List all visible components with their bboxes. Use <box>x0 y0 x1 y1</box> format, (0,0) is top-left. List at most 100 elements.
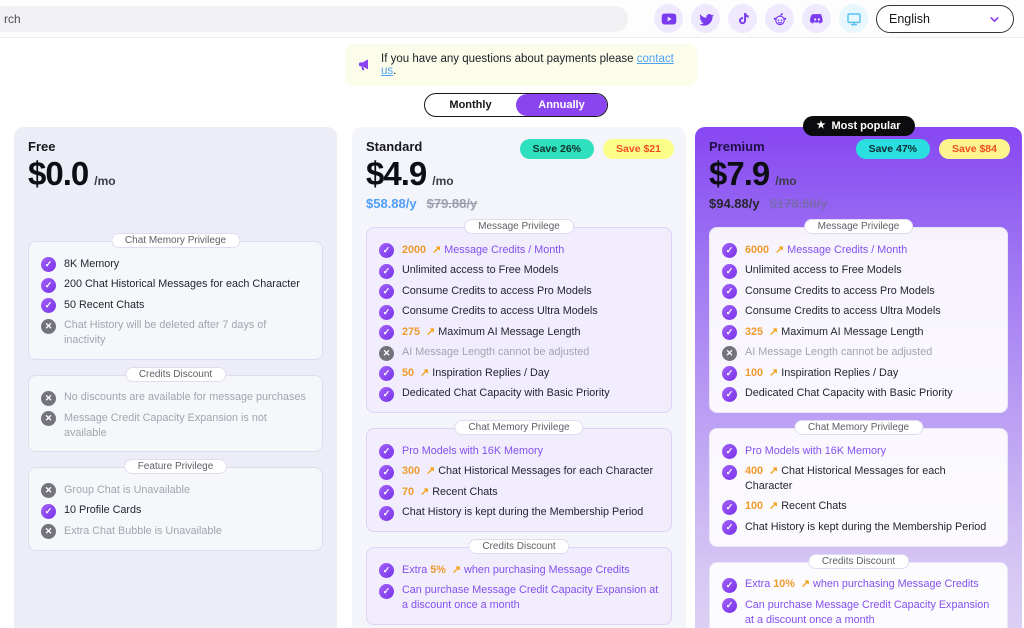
check-icon: ✓ <box>379 464 394 480</box>
contact-us-link[interactable]: contact us <box>381 53 674 77</box>
feature-item: ✓ Unlimited access to Free Models <box>722 261 995 282</box>
feature-text: Chat History will be deleted after 7 day… <box>64 318 310 348</box>
savings-badges: Save 47% Save $84 <box>855 139 1010 159</box>
feature-text: AI Message Length cannot be adjusted <box>402 345 659 360</box>
feature-text: 100 ↗ Inspiration Replies / Day <box>745 366 995 381</box>
feature-item: ✕ AI Message Length cannot be adjusted <box>722 343 995 364</box>
plan-card-standard[interactable]: Save 26% Save $21 Standard $4.9/mo $58.88/y $… <box>352 127 686 628</box>
arrow-up-right-icon: ↗ <box>769 325 779 338</box>
feature-text: 8K Memory <box>64 257 310 272</box>
feature-text: Extra Chat Bubble is Unavailable <box>64 524 310 539</box>
feature-text-segment: 5% <box>430 563 449 576</box>
check-icon: ✓ <box>722 386 737 402</box>
feature-item: ✓ 275 ↗ Maximum AI Message Length <box>379 322 659 343</box>
plan-name: Free <box>28 139 56 154</box>
feature-item: ✓ Extra 10% ↗ when purchasing Message Cred… <box>722 575 995 596</box>
feature-text-segment: Unlimited access to Free Models <box>745 264 902 276</box>
feature-text-segment: Group Chat is Unavailable <box>64 483 191 496</box>
toggle-monthly[interactable]: Monthly <box>449 99 492 111</box>
feature-text: Chat History is kept during the Membersh… <box>402 505 659 520</box>
price-period: /mo <box>775 174 797 188</box>
feature-text: Consume Credits to access Ultra Models <box>402 304 659 319</box>
section-title: Chat Memory Privilege <box>454 420 584 435</box>
check-icon: ✓ <box>722 444 737 459</box>
check-icon: ✓ <box>379 243 394 258</box>
youtube-icon[interactable] <box>654 4 683 33</box>
feature-text: Consume Credits to access Pro Models <box>745 284 995 299</box>
cross-icon: ✕ <box>722 345 737 361</box>
price-amount: $7.9 <box>709 155 770 192</box>
feature-text-segment: Chat Historical Messages for each Charac… <box>745 465 946 492</box>
tiktok-icon[interactable] <box>728 4 757 33</box>
check-icon: ✓ <box>379 563 394 578</box>
feature-text-segment: Inspiration Replies / Day <box>432 366 550 379</box>
feature-text-segment: Extra <box>402 563 431 576</box>
feature-text-segment: 8K Memory <box>64 257 120 270</box>
feature-text: Can purchase Message Credit Capacity Exp… <box>745 598 995 628</box>
check-icon: ✓ <box>722 243 737 258</box>
feature-text-segment: 325 <box>745 325 767 338</box>
screen-share-icon[interactable] <box>839 4 868 33</box>
toggle-annually[interactable]: Annually <box>516 94 607 116</box>
feature-text-segment: Pro Models with 16K Memory <box>402 444 544 457</box>
plan-card-premium[interactable]: ★ Most popular Save 47% Save $84 Premium $7.9… <box>695 116 1022 628</box>
plan-sections: Message Privilege ✓ 6000 ↗ Message Credits … <box>709 219 1008 628</box>
arrow-up-right-icon: ↗ <box>451 563 462 576</box>
price-amount: $0.0 <box>28 155 89 192</box>
feature-text-segment: Consume Credits to access Ultra Models <box>745 305 941 317</box>
feature-text-segment: Chat Historical Messages for each Charac… <box>438 465 654 477</box>
price-amount: $4.9 <box>366 155 427 192</box>
feature-item: ✓ 2000 ↗ Message Credits / Month <box>379 240 659 261</box>
badge-save-amount: Save $84 <box>939 139 1010 159</box>
feature-text-segment: 275 <box>402 325 424 338</box>
language-label: English <box>889 12 930 26</box>
feature-text-segment: 70 <box>402 485 418 498</box>
price-period: /mo <box>432 174 454 188</box>
feature-text: 100 ↗ Recent Chats <box>745 499 995 514</box>
check-icon: ✓ <box>379 325 394 340</box>
feature-text: 275 ↗ Maximum AI Message Length <box>402 325 659 340</box>
feature-text: Chat History is kept during the Membersh… <box>745 520 995 535</box>
banner-text: If you have any questions about payments… <box>381 53 674 77</box>
check-icon: ✓ <box>722 325 737 340</box>
most-popular-label: Most popular <box>831 120 901 132</box>
section-title: Message Privilege <box>464 219 574 234</box>
cross-icon: ✕ <box>379 345 394 361</box>
cross-icon: ✕ <box>41 318 56 334</box>
plan-price: $4.9/mo <box>366 155 672 193</box>
discord-icon[interactable] <box>802 4 831 33</box>
plan-sections: Chat Memory Privilege ✓ 8K Memory ✓ 200 Chat… <box>28 233 323 551</box>
feature-text: Dedicated Chat Capacity with Basic Prior… <box>402 386 659 401</box>
feature-item: ✓ Consume Credits to access Pro Models <box>379 281 659 302</box>
feature-item: ✓ 200 Chat Historical Messages for each C… <box>41 275 310 296</box>
arrow-up-right-icon: ↗ <box>432 243 442 256</box>
feature-item: ✓ Unlimited access to Free Models <box>379 261 659 282</box>
feature-item: ✕ Extra Chat Bubble is Unavailable <box>41 521 310 542</box>
price-period: /mo <box>94 174 116 188</box>
cross-icon: ✕ <box>41 411 56 426</box>
feature-item: ✓ Pro Models with 16K Memory <box>379 441 659 462</box>
feature-text-segment: Dedicated Chat Capacity with Basic Prior… <box>745 387 953 399</box>
arrow-up-right-icon: ↗ <box>769 366 779 379</box>
language-selector[interactable]: English <box>876 5 1014 33</box>
feature-item: ✓ 300 ↗ Chat Historical Messages for each … <box>379 462 659 483</box>
feature-text-segment: Consume Credits to access Ultra Models <box>402 305 598 317</box>
check-icon: ✓ <box>379 304 394 320</box>
cross-icon: ✕ <box>41 524 56 539</box>
twitter-icon[interactable] <box>691 4 720 33</box>
feature-text: 200 Chat Historical Messages for each Ch… <box>64 277 310 292</box>
feature-text: Pro Models with 16K Memory <box>402 444 659 459</box>
feature-text-segment: Message Credits / Month <box>444 243 565 256</box>
reddit-icon[interactable] <box>765 4 794 33</box>
feature-item: ✓ 400 ↗ Chat Historical Messages for each … <box>722 462 995 497</box>
annual-current-price: $58.88/y <box>366 196 417 211</box>
feature-text: Extra 10% ↗ when purchasing Message Credi… <box>745 577 995 592</box>
feature-text: Can purchase Message Credit Capacity Exp… <box>402 583 659 613</box>
check-icon: ✓ <box>722 263 737 279</box>
plan-card-free[interactable]: Free $0.0/mo Chat Memory Privilege ✓ 8K Memo… <box>14 127 337 628</box>
check-icon: ✓ <box>722 304 737 320</box>
search-input[interactable] <box>0 6 628 32</box>
feature-text: 2000 ↗ Message Credits / Month <box>402 243 659 258</box>
feature-text: Unlimited access to Free Models <box>402 263 659 278</box>
cross-icon: ✕ <box>41 483 56 498</box>
